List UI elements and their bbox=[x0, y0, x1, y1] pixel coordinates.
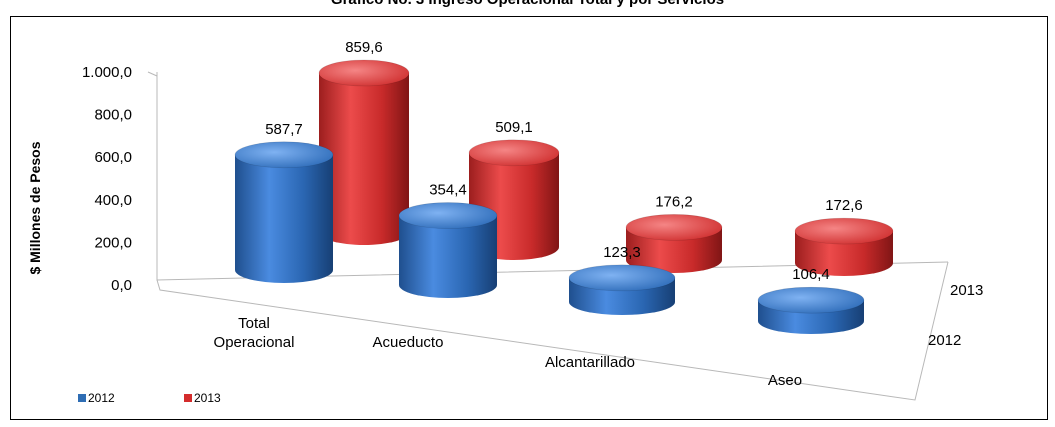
bar-2012-1: 354,4 bbox=[398, 182, 498, 298]
chart-frame bbox=[10, 16, 1048, 420]
x-tick-label: Aseo bbox=[768, 372, 802, 389]
y-tick-label: 200,0 bbox=[94, 234, 132, 251]
data-label: 172,6 bbox=[825, 197, 863, 214]
bar-2013-0: 859,6 bbox=[318, 39, 410, 245]
y-tick-label: 400,0 bbox=[94, 192, 132, 209]
y-tick-label: 0,0 bbox=[111, 277, 132, 294]
bar-2012-1-body bbox=[399, 215, 497, 298]
bar-2012-2: 123,3 bbox=[568, 244, 676, 315]
data-label: 859,6 bbox=[345, 39, 383, 56]
bar-2012-3-top bbox=[757, 286, 865, 314]
chart-title: Gráfico No. 3 Ingreso Operacional Total … bbox=[0, 0, 1055, 8]
x-tick-label: Alcantarillado bbox=[545, 354, 635, 371]
data-label: 123,3 bbox=[603, 244, 641, 261]
data-label: 509,1 bbox=[495, 119, 533, 136]
bar-2013-2-body bbox=[626, 227, 722, 273]
y-tick-label: 800,0 bbox=[94, 107, 132, 124]
bar-2013-0-top bbox=[318, 59, 410, 87]
data-label: 176,2 bbox=[655, 193, 693, 210]
x-tick-label: Acueducto bbox=[373, 334, 444, 351]
y-axis: 0,0 200,0 400,0 600,0 800,0 1.000,0 $ Millones… bbox=[27, 64, 983, 349]
legend-swatch-2012 bbox=[78, 394, 86, 402]
y-tick-label: 600,0 bbox=[94, 149, 132, 166]
floor bbox=[156, 261, 949, 401]
data-label: 587,7 bbox=[265, 121, 303, 138]
legend-swatch-2013 bbox=[184, 394, 192, 402]
bar-2013-2: 176,2 bbox=[625, 193, 723, 273]
bar-2012-1-top bbox=[398, 202, 498, 229]
depth-label-2013: 2013 bbox=[950, 282, 983, 299]
y-tick-label: 1.000,0 bbox=[82, 64, 132, 81]
bar-2013-2-top bbox=[625, 214, 723, 241]
depth-label-2012: 2012 bbox=[928, 332, 961, 349]
bar-2013-0-body bbox=[319, 72, 409, 245]
y-axis-title: $ Millones de Pesos bbox=[27, 141, 43, 274]
legend-label-2013: 2013 bbox=[194, 391, 221, 405]
bars: 859,6 509,1 176,2 172,6 587,7 354,4 123,3 106,4 bbox=[234, 39, 894, 334]
bar-2012-0: 587,7 bbox=[234, 121, 334, 283]
bar-2012-3: 106,4 bbox=[757, 266, 865, 334]
bar-2012-0-top bbox=[234, 141, 334, 169]
x-tick-label: Operacional bbox=[214, 334, 295, 351]
x-tick-label: Total bbox=[238, 315, 270, 332]
data-label: 106,4 bbox=[792, 266, 830, 283]
x-axis-labels: Total Operacional Acueducto Alcantarillado A… bbox=[214, 315, 803, 389]
data-label: 354,4 bbox=[429, 182, 467, 199]
wall-top bbox=[147, 71, 158, 77]
bar-2013-3: 172,6 bbox=[794, 197, 894, 276]
bar-2013-1-top bbox=[468, 139, 560, 167]
bar-2012-2-top bbox=[568, 264, 676, 292]
legend-label-2012: 2012 bbox=[88, 391, 115, 405]
legend: 2012 2013 bbox=[78, 391, 221, 405]
bar-2013-3-top bbox=[794, 217, 894, 245]
bar-2012-0-body bbox=[235, 154, 333, 283]
